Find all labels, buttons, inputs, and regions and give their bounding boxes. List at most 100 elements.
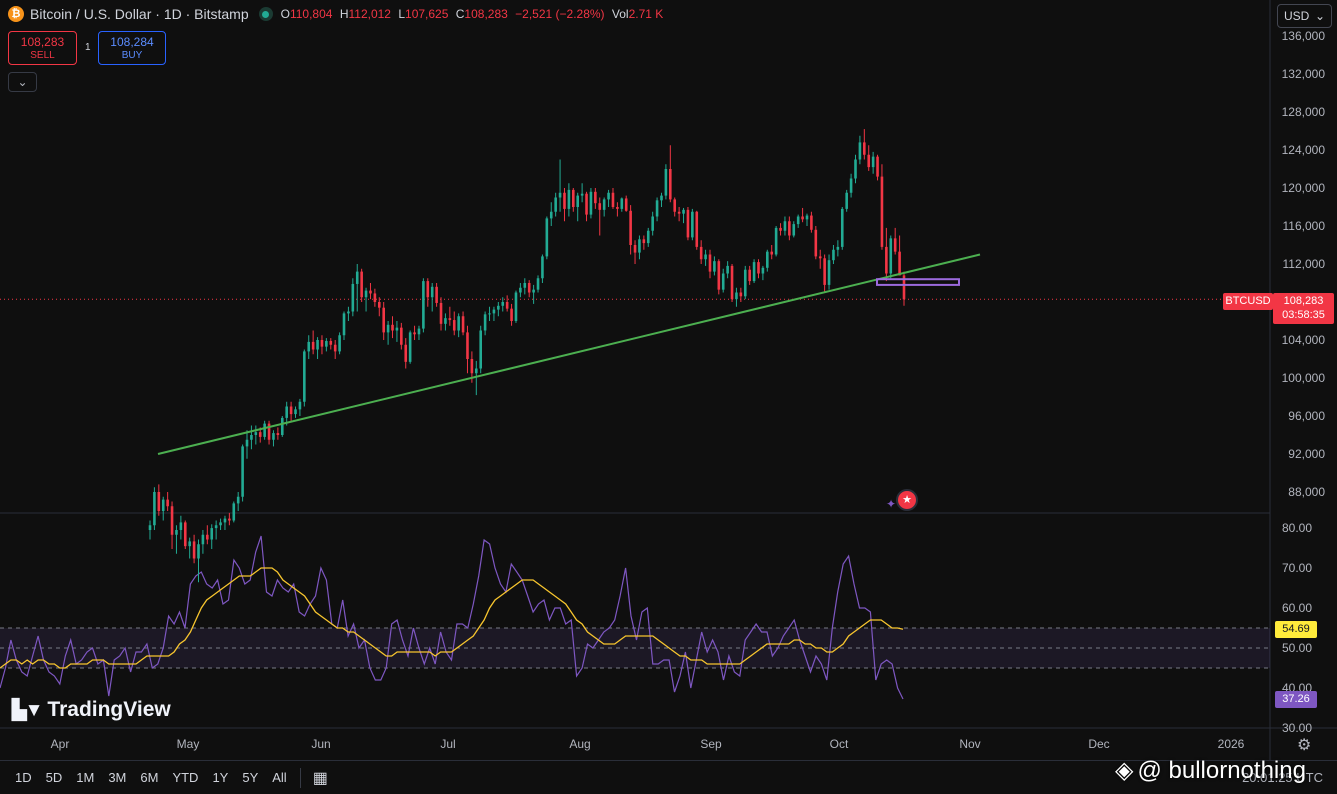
tradingview-logo[interactable]: ▙▼ TradingView [12, 698, 171, 722]
candle [805, 213, 809, 226]
candle-body [219, 522, 222, 526]
sell-button[interactable]: 108,283 SELL [8, 31, 77, 65]
price-axis-tick: 132,000 [1282, 67, 1326, 81]
candle [461, 311, 465, 336]
candle-body [889, 238, 893, 274]
chevron-down-icon: ⌄ [17, 75, 28, 89]
range-1y[interactable]: 1Y [212, 770, 229, 785]
candle [682, 207, 685, 224]
candle [228, 512, 231, 526]
candle [492, 306, 496, 321]
candle [527, 280, 531, 298]
clock-readout[interactable]: 20:01:25 UTC [1242, 770, 1323, 785]
candle-body [342, 313, 346, 336]
candle-body [602, 199, 606, 210]
candle [770, 245, 774, 260]
candle-body [893, 238, 897, 252]
range-3m[interactable]: 3M [108, 770, 127, 785]
collapse-button[interactable]: ⌄ [8, 72, 37, 92]
candle [761, 265, 765, 281]
candle [510, 303, 513, 326]
candle [726, 261, 729, 279]
currency-select[interactable]: USD ⌄ [1277, 4, 1332, 28]
candle-body [228, 518, 231, 521]
range-1d[interactable]: 1D [15, 770, 32, 785]
candle-body [655, 200, 659, 217]
candle [669, 145, 672, 203]
candle-body [580, 193, 584, 196]
us-flag-event-icon[interactable]: ★ [896, 489, 918, 511]
candle [730, 264, 734, 302]
candle [400, 322, 403, 350]
candle [413, 325, 416, 340]
candle [519, 283, 522, 298]
range-1m[interactable]: 1M [76, 770, 95, 785]
candle [192, 534, 196, 564]
candle-body [594, 191, 597, 204]
axis-settings-icon[interactable]: ⚙ [1297, 737, 1312, 754]
candle [329, 338, 333, 350]
candle [554, 192, 557, 217]
candle [752, 259, 756, 283]
candle-body [514, 292, 518, 321]
candle-body [854, 159, 857, 179]
candle [505, 295, 509, 312]
range-5y[interactable]: 5Y [242, 770, 259, 785]
candle-body [316, 340, 319, 350]
candle [342, 311, 346, 340]
buy-button[interactable]: 108,284 BUY [98, 31, 166, 65]
range-all[interactable]: All [272, 770, 287, 785]
candle [845, 189, 848, 212]
candle [285, 401, 288, 426]
trendline[interactable] [157, 253, 981, 455]
candle [219, 518, 222, 530]
range-5d[interactable]: 5D [45, 770, 63, 785]
candle-body [333, 344, 337, 352]
symbol-title[interactable]: Bitcoin / U.S. Dollar · 1D · Bitstamp [30, 6, 249, 22]
candle-body [638, 239, 641, 253]
symbol-header[interactable]: ₿ Bitcoin / U.S. Dollar · 1D · Bitstamp … [8, 6, 667, 22]
candle-body [254, 432, 258, 435]
candle-body [633, 245, 637, 253]
zone-rectangle[interactable] [876, 278, 960, 286]
candle-body [364, 290, 368, 298]
price-axis-tick: 88,000 [1288, 485, 1325, 499]
candle-body [183, 522, 187, 547]
candle [827, 254, 831, 290]
candle-body [188, 541, 191, 547]
rsi-ma-line [0, 567, 904, 669]
candle-body [307, 341, 311, 352]
candle [444, 313, 447, 331]
candle-body [766, 251, 769, 268]
candle-body [303, 351, 306, 402]
candle-body [210, 528, 214, 540]
candle-body [510, 308, 513, 321]
candle-body [175, 530, 178, 535]
candle [616, 202, 619, 217]
candle-body [497, 305, 500, 310]
candle-body [629, 210, 632, 245]
candle-body [470, 359, 474, 374]
candle-body [355, 271, 359, 284]
buy-label: BUY [121, 50, 143, 61]
candle-body [880, 176, 884, 247]
volume-readout: 2.71 K [628, 7, 664, 21]
candle-body [457, 316, 460, 331]
candle-body [691, 211, 694, 238]
candle-body [735, 292, 738, 300]
candle-body [898, 251, 901, 276]
candle [452, 311, 456, 336]
candle-body [810, 215, 813, 230]
time-axis-tick: 2026 [1218, 737, 1245, 751]
range-ytd[interactable]: YTD [172, 770, 199, 785]
candle-body [858, 142, 862, 160]
candle-body [695, 211, 699, 247]
range-6m[interactable]: 6M [140, 770, 159, 785]
calendar-icon[interactable]: ▦ [312, 769, 328, 787]
change-readout: −2,521 (−2.28%) [515, 7, 605, 21]
market-status-icon[interactable] [258, 7, 273, 21]
candle-body [461, 316, 465, 333]
candle-body [743, 269, 747, 297]
candle [541, 254, 544, 283]
